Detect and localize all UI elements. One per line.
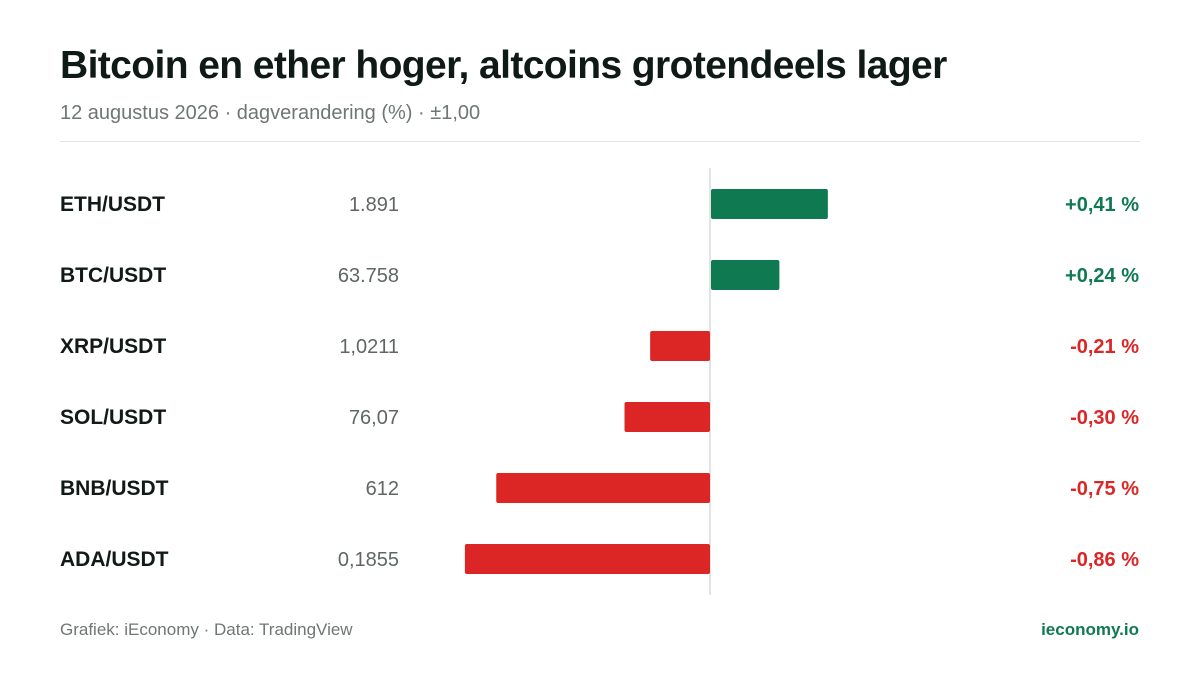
price-label: 1.891 bbox=[349, 194, 399, 216]
bar-sol-usdt bbox=[624, 402, 710, 432]
price-label: 76,07 bbox=[349, 407, 399, 429]
price-label: 0,1855 bbox=[338, 549, 399, 571]
value-label: +0,41 % bbox=[1065, 194, 1139, 216]
value-label: -0,30 % bbox=[1070, 407, 1139, 429]
bar-btc-usdt bbox=[711, 260, 780, 290]
category-label: BNB/USDT bbox=[60, 477, 169, 500]
chart-subtitle: 12 augustus 2026 · dagverandering (%) · … bbox=[60, 102, 481, 124]
site-link[interactable]: ieconomy.io bbox=[1041, 620, 1139, 639]
category-label: XRP/USDT bbox=[60, 335, 166, 358]
category-label: BTC/USDT bbox=[60, 264, 166, 287]
category-label: SOL/USDT bbox=[60, 406, 166, 429]
header-divider bbox=[60, 141, 1140, 142]
value-label: +0,24 % bbox=[1065, 265, 1139, 287]
bar-bnb-usdt bbox=[496, 473, 710, 503]
value-label: -0,86 % bbox=[1070, 549, 1139, 571]
price-label: 63.758 bbox=[338, 265, 399, 287]
category-label: ETH/USDT bbox=[60, 193, 165, 216]
bar-eth-usdt bbox=[711, 189, 828, 219]
bar-ada-usdt bbox=[464, 544, 710, 574]
price-label: 612 bbox=[366, 478, 399, 500]
price-label: 1,0211 bbox=[339, 336, 399, 358]
category-label: ADA/USDT bbox=[60, 548, 169, 571]
source-credit: Grafiek: iEconomy · Data: TradingView bbox=[60, 620, 353, 639]
chart-title: Bitcoin en ether hoger, altcoins grotend… bbox=[60, 44, 947, 87]
value-label: -0,75 % bbox=[1070, 478, 1139, 500]
bar-xrp-usdt bbox=[650, 331, 710, 361]
value-label: -0,21 % bbox=[1070, 336, 1139, 358]
